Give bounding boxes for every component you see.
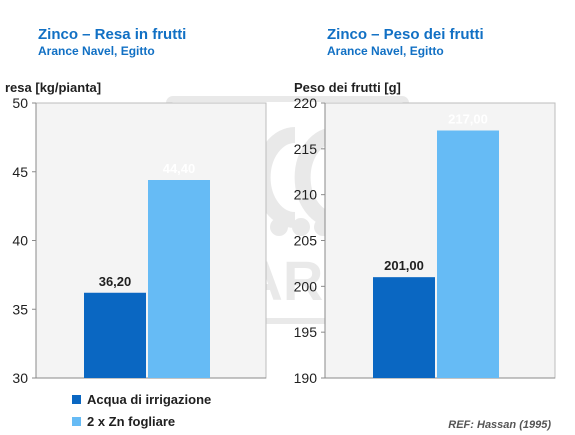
legend-item-zn-fogliare: 2 x Zn fogliare — [72, 414, 175, 429]
reference-note: REF: Hassan (1995) — [448, 419, 551, 431]
bar-acqua-irrigazione — [373, 277, 435, 378]
y-tick-label: 35 — [12, 301, 28, 317]
y-tick-label: 45 — [12, 164, 28, 180]
chart-2-subtitle: Arance Navel, Egitto — [327, 44, 444, 58]
y-tick-label: 215 — [294, 141, 318, 157]
chart-1-ylabel: resa [kg/pianta] — [5, 80, 102, 95]
legend-item-irrigazione: Acqua di irrigazione — [72, 392, 211, 407]
legend-swatch-light — [72, 417, 81, 426]
chart-2-title: Zinco – Peso dei frutti — [327, 26, 484, 43]
bar-zn-fogliare — [148, 180, 210, 378]
chart-1-subtitle: Arance Navel, Egitto — [38, 44, 155, 58]
chart-1-title: Zinco – Resa in frutti — [38, 26, 187, 43]
legend-swatch-dark — [72, 395, 81, 404]
bar-value-label: 217,00 — [448, 112, 488, 127]
y-tick-label: 30 — [12, 370, 28, 386]
bar-value-label: 201,00 — [384, 258, 424, 273]
legend-label: 2 x Zn fogliare — [87, 414, 176, 429]
bar-value-label: 44,40 — [163, 161, 196, 176]
y-tick-label: 220 — [294, 95, 318, 111]
chart-resa: 30 35 40 45 50 36,20 44,40 — [12, 95, 267, 386]
y-tick-label: 210 — [294, 187, 318, 203]
chart-peso: 190 195 200 205 210 215 220 201,00 217,00 — [294, 95, 556, 386]
legend-label: Acqua di irrigazione — [87, 392, 212, 407]
bar-zn-fogliare — [437, 130, 499, 378]
bar-value-label: 36,20 — [99, 274, 132, 289]
y-tick-label: 190 — [294, 370, 318, 386]
y-tick-label: 200 — [294, 278, 318, 294]
chart-2-ylabel: Peso dei frutti [g] — [294, 80, 401, 95]
y-tick-label: 40 — [12, 233, 28, 249]
bar-acqua-irrigazione — [84, 292, 146, 378]
y-tick-label: 205 — [294, 233, 318, 249]
y-tick-label: 50 — [12, 95, 28, 111]
y-tick-label: 195 — [294, 324, 318, 340]
